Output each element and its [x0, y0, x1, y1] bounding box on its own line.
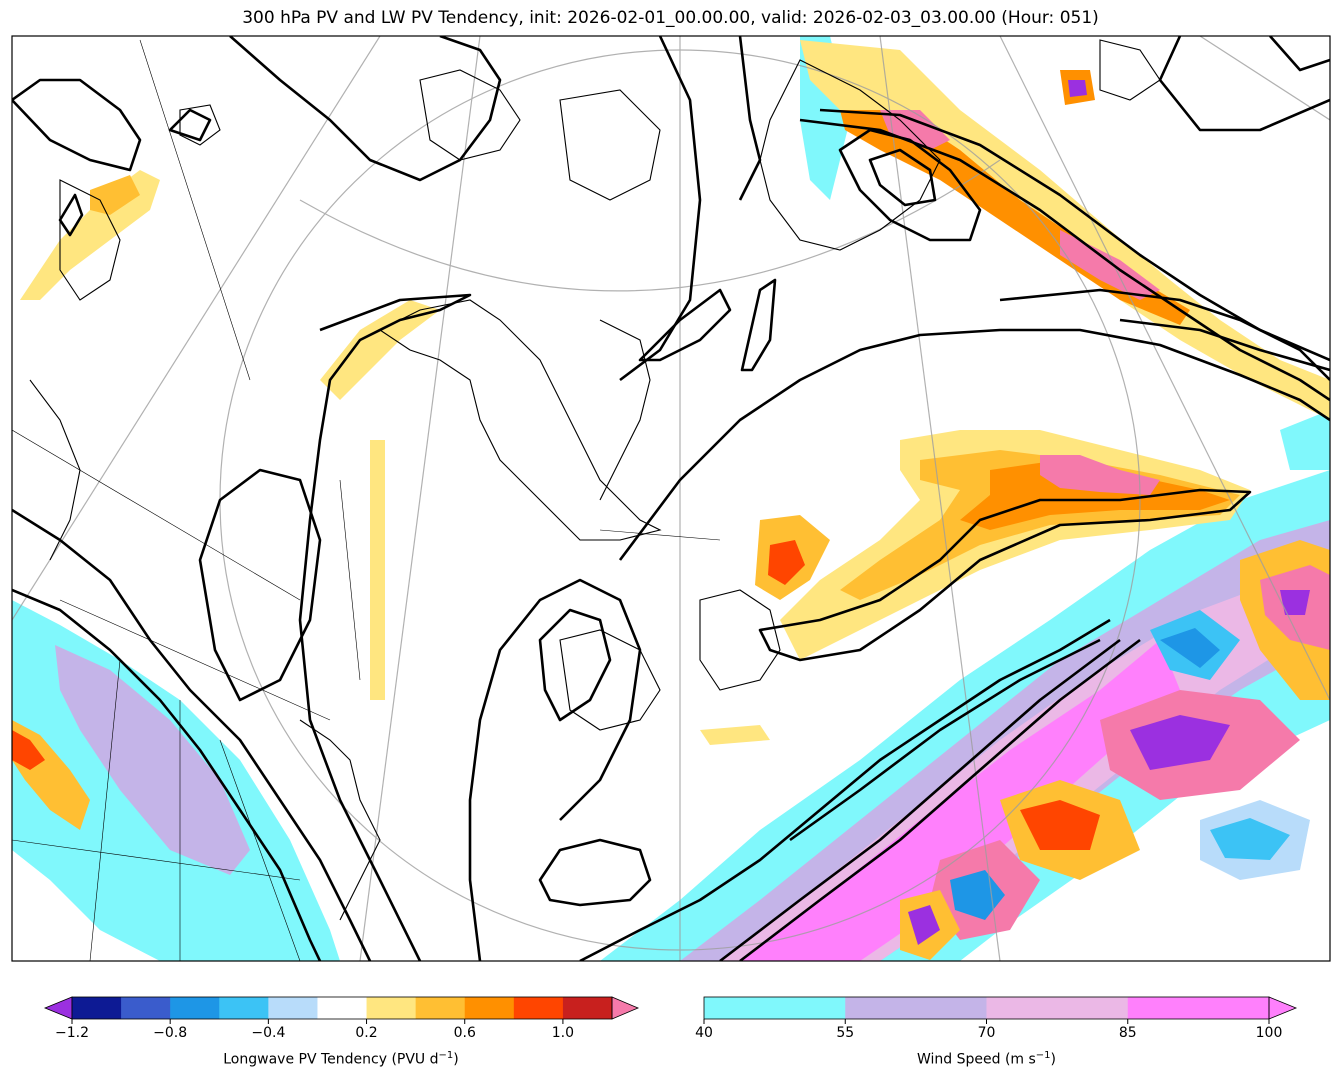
- pv-colorbar-segment: [562, 997, 613, 1019]
- wind-colorbar-segment: [986, 997, 1129, 1019]
- pv-contour-5: [198, 468, 322, 702]
- wind-jet-atlantic-core: [740, 640, 1180, 961]
- map-frame: [11, 35, 1331, 962]
- pv-tendency-colorbar: [43, 996, 640, 1024]
- pv-colorbar-under-arrow: [43, 996, 73, 1020]
- meridian-5: [999, 36, 1330, 701]
- wind-jet-west-core: [55, 645, 250, 875]
- latitude-circle-inner: [299, 159, 1001, 292]
- coast-us-east: [299, 719, 381, 921]
- pv-contour-27: [719, 638, 1121, 961]
- wind-jet-east-edge: [1280, 410, 1330, 470]
- pv-colorbar-segment: [317, 997, 368, 1019]
- pv-colorbar-segment: [72, 997, 122, 1019]
- pv-colorbar-segment: [513, 997, 564, 1019]
- wind-colorbar-tick-label: 100: [1255, 1025, 1283, 1041]
- pv-contour-14: [999, 288, 1330, 381]
- border-2: [59, 599, 331, 721]
- pv-contour-8: [638, 288, 732, 362]
- meridian-2: [359, 36, 481, 961]
- pv-contour-1: [12, 508, 372, 961]
- border-6: [12, 839, 301, 881]
- pv-contour-25: [1119, 318, 1330, 372]
- pv-contour-24: [58, 193, 84, 237]
- pv-contour-4: [298, 293, 472, 961]
- graticule: [12, 36, 1330, 961]
- pv-colorbar-outline: [71, 996, 613, 1020]
- wind-colorbar-tick-label: 55: [836, 1025, 855, 1041]
- pv-colorbar-tick-label: −0.8: [153, 1025, 188, 1041]
- pv-colorbar-segment: [170, 997, 220, 1019]
- border-7: [139, 39, 251, 381]
- figure-title: 300 hPa PV and LW PV Tendency, init: 202…: [242, 8, 1099, 28]
- pv-contour-29: [168, 108, 212, 142]
- pv-contour-2: [12, 588, 322, 961]
- border-8: [339, 479, 361, 681]
- pv-contour-3: [229, 36, 502, 182]
- pv-contours: [12, 36, 1330, 961]
- pv-contour-15: [1158, 36, 1330, 132]
- coast-arctic-1: [419, 69, 521, 161]
- coast-hudson-bay: [378, 299, 662, 541]
- wind-colorbar-tick-label: 85: [1118, 1025, 1137, 1041]
- pv-colorbar-tick-label: −0.4: [251, 1025, 286, 1041]
- wind-colorbar-tick-label: 40: [695, 1025, 713, 1041]
- coast-labrador: [599, 319, 651, 501]
- wind-colorbar-over-arrow: [1268, 996, 1298, 1020]
- pv-contour-23: [12, 78, 142, 172]
- political-borders: [12, 39, 721, 961]
- pv-colorbar-segment: [121, 997, 171, 1019]
- pv-colorbar-tick-label: 1.0: [551, 1025, 575, 1041]
- wind-colorbar-segment: [704, 997, 846, 1019]
- pv-contour-28: [739, 638, 1141, 961]
- pv-contour-7: [738, 36, 762, 201]
- wind-colorbar-segment: [845, 997, 987, 1019]
- pv-colorbar-tick-label: 0.2: [355, 1025, 378, 1041]
- pv-contour-9: [740, 278, 777, 372]
- pv-colorbar-segment: [415, 997, 466, 1019]
- pv-contour-18: [538, 608, 612, 722]
- border-5: [219, 739, 301, 961]
- border-1: [12, 429, 301, 601]
- wind-colorbar-segment: [1127, 997, 1270, 1019]
- coast-iceland: [1099, 39, 1161, 101]
- pv-contour-21: [758, 488, 1252, 662]
- pv-contour-26: [789, 638, 1101, 842]
- coast-arctic-3: [179, 104, 221, 146]
- wind-colorbar-tick-label: 70: [977, 1025, 996, 1041]
- pv-colorbar-segment: [464, 997, 515, 1019]
- pv-colorbar-segment: [366, 997, 417, 1019]
- pv-contour-11: [868, 148, 937, 207]
- pv-colorbar-over-arrow: [611, 996, 640, 1020]
- pv-contour-12: [799, 118, 1330, 402]
- pv-contour-16: [1269, 36, 1330, 72]
- coast-maritimes: [559, 629, 661, 731]
- coast-west-canada: [29, 379, 81, 561]
- wind-colorbar-label: Wind Speed (m s−1): [916, 1050, 1057, 1068]
- pv-colorbar-segment: [268, 997, 318, 1019]
- meridian-6: [1199, 36, 1330, 121]
- pv-contour-17: [468, 578, 642, 961]
- border-3: [89, 659, 121, 961]
- pv-contour-22: [618, 328, 1330, 561]
- border-9: [599, 529, 721, 541]
- coast-west: [59, 179, 121, 301]
- coast-newfoundland: [699, 589, 781, 691]
- meridian-3: [12, 36, 381, 621]
- pv-colorbar-tick-label: 0.6: [453, 1025, 476, 1041]
- coast-arctic-2: [559, 89, 661, 201]
- meridian-4: [879, 36, 1001, 961]
- pv-contour-20: [579, 618, 1111, 961]
- pv-contour-19: [538, 838, 652, 907]
- pv-colorbar-tick-label: −1.2: [55, 1025, 89, 1041]
- pv-colorbar-label: Longwave PV Tendency (PVU d−1): [223, 1050, 459, 1068]
- pv-colorbar-segment: [219, 997, 269, 1019]
- wind-speed-colorbar: [703, 996, 1298, 1024]
- pv-contour-6: [619, 36, 702, 382]
- map-panel: [12, 36, 1330, 961]
